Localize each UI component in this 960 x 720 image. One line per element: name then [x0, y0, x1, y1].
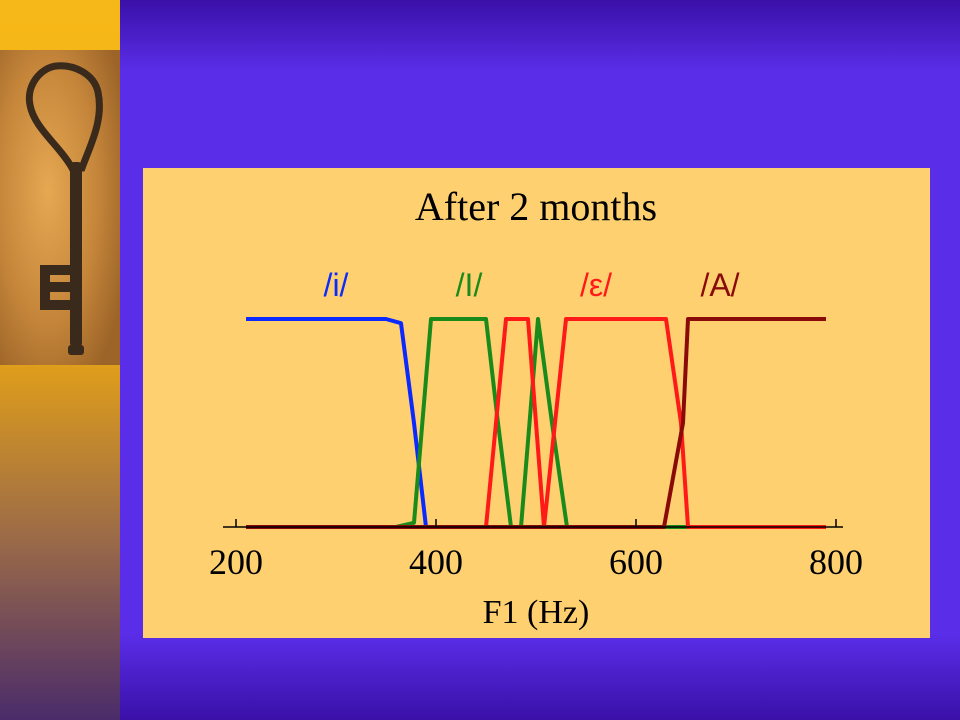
x-axis-label: F1 (Hz)	[483, 594, 590, 631]
x-tick-label: 200	[209, 542, 263, 582]
series-lines	[246, 317, 826, 529]
key-icon	[0, 50, 120, 365]
line-chart: After 2 months 200 400 600 800 F1 (Hz) /i//…	[209, 184, 863, 631]
key-photo	[0, 50, 120, 365]
chart-title: After 2 months	[415, 184, 657, 229]
series-labels: /i/ /I/ /ε/ /A/	[324, 267, 740, 303]
series-label-epsilon: /ε/	[580, 267, 612, 303]
series-label-I-upper: /I/	[456, 267, 483, 303]
chart-panel: After 2 months 200 400 600 800 F1 (Hz) /i//…	[143, 168, 930, 638]
series-label-i: /i/	[324, 267, 349, 303]
x-tick-label: 800	[809, 542, 863, 582]
x-tick-label: 400	[409, 542, 463, 582]
series-label-A-upper: /A/	[700, 267, 739, 303]
x-tick-label: 600	[609, 542, 663, 582]
x-axis-ticks: 200 400 600 800	[209, 519, 863, 582]
